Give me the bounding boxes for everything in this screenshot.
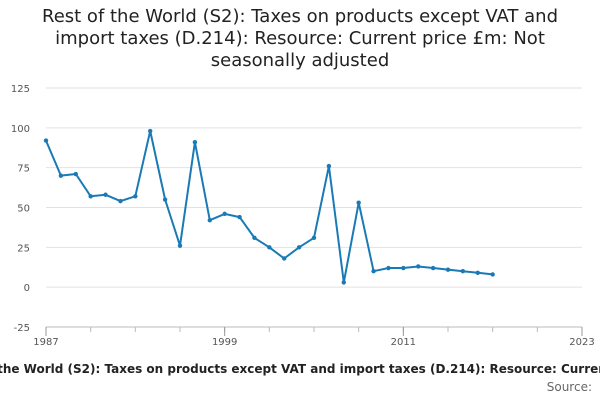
data-point	[401, 265, 406, 271]
data-point	[148, 128, 153, 134]
data-point	[252, 235, 257, 240]
y-tick-label: 100	[11, 124, 30, 135]
data-point	[430, 265, 436, 271]
data-point	[237, 214, 242, 220]
data-point	[490, 272, 495, 277]
series-line	[45, 130, 493, 284]
source-label: Source:	[546, 380, 592, 394]
data-point	[445, 267, 451, 272]
legend: Rest of the World (S2): Taxes on product…	[0, 362, 600, 376]
y-tick-label: -25	[14, 323, 30, 334]
data-point	[88, 194, 93, 199]
data-point	[192, 139, 198, 145]
data-point	[267, 245, 272, 250]
data-point	[177, 243, 183, 248]
data-point	[326, 163, 332, 169]
x-tick-label: 2023	[569, 337, 594, 348]
y-tick-label: 25	[17, 243, 30, 254]
data-point	[282, 256, 287, 261]
y-tick-label: 125	[11, 84, 30, 95]
data-point	[222, 211, 227, 217]
y-tick-label: 0	[24, 283, 30, 294]
legend-label: Rest of the World (S2): Taxes on product…	[0, 362, 600, 376]
data-point	[133, 194, 138, 199]
data-point	[475, 270, 480, 276]
chart-title-line-2: import taxes (D.214): Resource: Current …	[55, 28, 545, 49]
x-tick-label: 2011	[391, 337, 416, 348]
data-point	[341, 280, 346, 285]
data-point	[416, 264, 421, 269]
y-tick-label: 75	[17, 164, 30, 175]
y-tick-label: 50	[17, 204, 30, 215]
data-point	[162, 197, 168, 202]
data-point	[118, 198, 123, 204]
data-point	[460, 269, 466, 274]
data-point	[43, 138, 49, 143]
data-point	[371, 269, 376, 274]
data-point	[58, 173, 64, 178]
x-tick-label: 1987	[33, 337, 58, 348]
data-point	[311, 235, 317, 240]
x-tick-label: 1999	[212, 337, 237, 348]
data-point	[296, 245, 302, 250]
data-point	[207, 218, 212, 223]
chart-title-line-1: Rest of the World (S2): Taxes on product…	[42, 6, 558, 27]
chart-title-line-3: seasonally adjusted	[210, 50, 390, 71]
chart-title: Rest of the World (S2): Taxes on product…	[0, 6, 600, 72]
data-point	[73, 171, 78, 177]
data-point	[386, 265, 391, 271]
data-point	[103, 192, 108, 197]
data-point	[356, 200, 361, 205]
